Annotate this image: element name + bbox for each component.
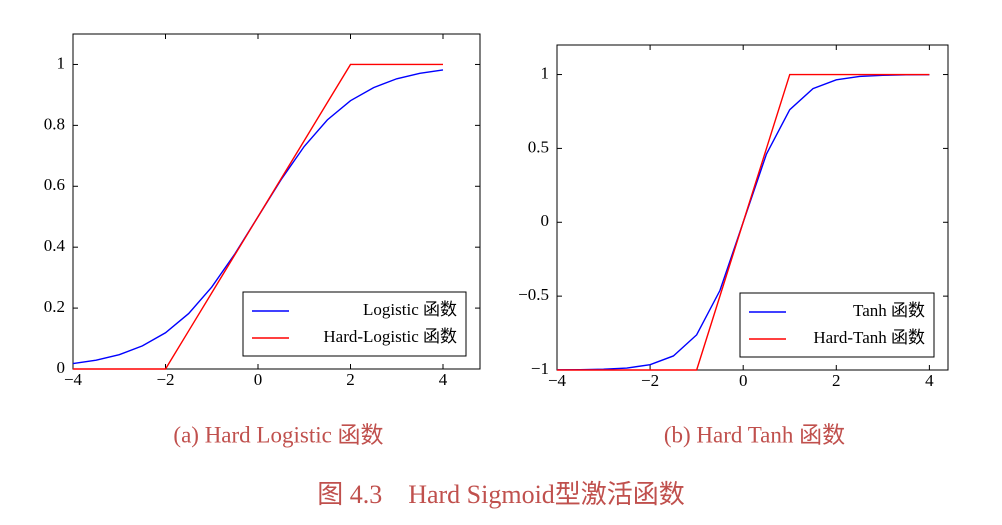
- x-tick-label: 2: [832, 371, 841, 390]
- x-tick-label: 2: [346, 370, 355, 389]
- series-line: [73, 63, 443, 370]
- series-line: [557, 73, 930, 371]
- subplot-caption: (a) Hard Logistic 函数: [173, 422, 383, 447]
- legend-label: Hard-Logistic 函数: [323, 327, 457, 346]
- y-tick-label: 0.4: [44, 236, 66, 255]
- x-tick-label: 4: [439, 370, 448, 389]
- y-tick-label: 0.2: [44, 297, 65, 316]
- y-tick-label: 0.5: [528, 137, 549, 156]
- axes-frame: [72, 33, 481, 370]
- axes-frame: [556, 44, 949, 371]
- legend-box: [739, 292, 935, 358]
- subplot-caption: (b) Hard Tanh 函数: [664, 422, 845, 447]
- x-tick-label: 4: [925, 371, 934, 390]
- x-tick-label: 0: [254, 370, 263, 389]
- y-tick-label: −0.5: [518, 285, 549, 304]
- legend-label: Logistic 函数: [363, 300, 457, 319]
- y-tick-label: −1: [531, 359, 549, 378]
- y-tick-label: 0: [57, 358, 66, 377]
- x-tick-label: −2: [641, 371, 659, 390]
- legend-box: [242, 291, 467, 357]
- y-tick-label: 1: [57, 53, 66, 72]
- y-tick-label: 0.8: [44, 114, 65, 133]
- legend-label: Tanh 函数: [853, 301, 925, 320]
- figure-caption: 图 4.3 Hard Sigmoid型激活函数: [317, 480, 685, 509]
- x-tick-label: −2: [156, 370, 174, 389]
- x-tick-label: −4: [548, 371, 567, 390]
- y-tick-label: 0: [541, 211, 550, 230]
- x-tick-label: −4: [64, 370, 83, 389]
- y-tick-label: 0.6: [44, 175, 65, 194]
- x-tick-label: 0: [739, 371, 748, 390]
- legend-label: Hard-Tanh 函数: [813, 328, 925, 347]
- y-tick-label: 1: [541, 63, 550, 82]
